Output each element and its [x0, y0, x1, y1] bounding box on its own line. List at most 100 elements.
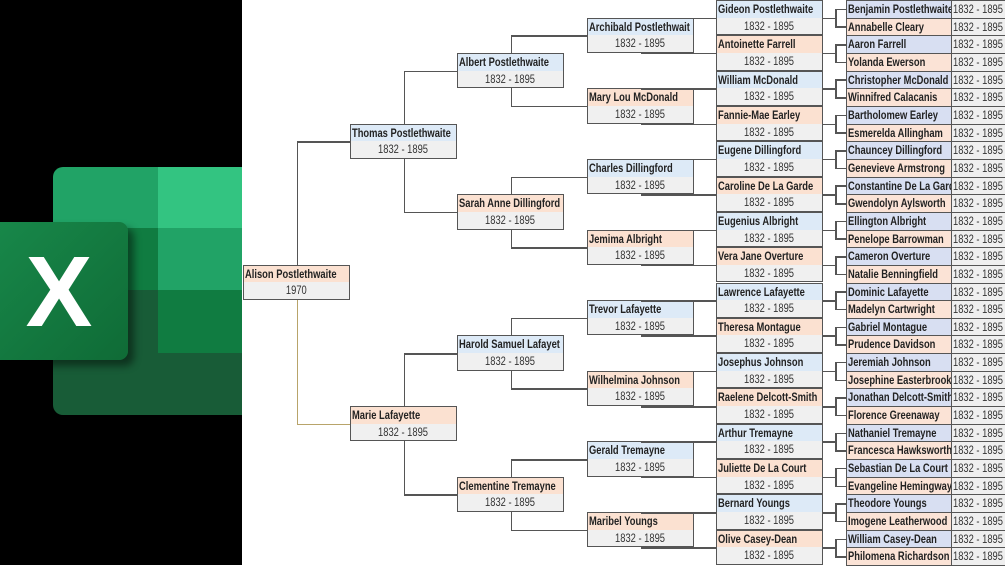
person-name-cell[interactable]: Gwendolyn Aylsworth [846, 194, 952, 213]
person-box[interactable]: Maribel Youngs 1832 - 1895 [587, 512, 694, 548]
person-box[interactable]: Charles Dillingford 1832 - 1895 [587, 158, 694, 195]
years-text: 1832 - 1895 [744, 407, 795, 422]
connector-line [640, 158, 716, 161]
years-text: 1832 - 1895 [744, 53, 795, 68]
person-name-cell[interactable]: Christopher McDonald [846, 70, 952, 90]
years-text: 1832 - 1895 [953, 514, 1003, 529]
years-text: 1832 - 1895 [744, 442, 795, 457]
years-text: 1832 - 1895 [953, 160, 1003, 175]
person-box[interactable]: Theresa Montague 1832 - 1895 [716, 317, 823, 354]
person-box[interactable]: Mary Lou McDonald 1832 - 1895 [587, 88, 694, 124]
person-name-cell[interactable]: Theodore Youngs [846, 494, 952, 514]
person-name-cell[interactable]: Dominic Lafayette [846, 282, 952, 302]
person-name-cell[interactable]: Gabriel Montague [846, 317, 952, 337]
person-box[interactable]: Alison Postlethwaite 1970 [243, 264, 350, 301]
person-box[interactable]: Clementine Tremayne 1832 - 1895 [457, 476, 564, 513]
person-name-cell[interactable]: Winnifred Calacanis [846, 88, 952, 107]
connector-line [823, 52, 835, 55]
person-name-cell[interactable]: Florence Greenaway [846, 406, 952, 425]
person-box[interactable]: Jemima Albright 1832 - 1895 [587, 229, 694, 265]
connector-line [835, 538, 846, 541]
person-name-cell[interactable]: Evangeline Hemingway [846, 476, 952, 496]
person-name-cell[interactable]: Natalie Benningfield [846, 264, 952, 284]
person-name-cell[interactable]: Chauncey Dillingford [846, 141, 952, 160]
person-name: Sarah Anne Dillingford [458, 195, 563, 212]
person-name-cell[interactable]: Yolanda Ewerson [846, 52, 952, 72]
person-name-cell[interactable]: Annabelle Cleary [846, 17, 952, 37]
family-tree: Alison Postlethwaite 1970 Thomas Postlethw… [242, 0, 1005, 566]
person-box[interactable]: Eugenius Albright 1832 - 1895 [716, 211, 823, 248]
person-box[interactable]: Sarah Anne Dillingford 1832 - 1895 [457, 194, 564, 230]
person-box[interactable]: Trevor Lafayette 1832 - 1895 [587, 300, 694, 336]
person-box[interactable]: Caroline De La Garde 1832 - 1895 [716, 176, 823, 212]
connector-line [835, 26, 846, 28]
years-text: 1832 - 1895 [485, 495, 536, 510]
person-name: Juliette De La Court [717, 460, 822, 477]
person-name-cell[interactable]: Constantine De La Garde [846, 176, 952, 196]
person-box[interactable]: Raelene Delcott-Smith 1832 - 1895 [716, 388, 823, 424]
person-name-cell[interactable]: Sebastian De La Court [846, 459, 952, 478]
person-box[interactable]: Harold Samuel Lafayet 1832 - 1895 [457, 335, 564, 371]
years-text: 1832 - 1895 [485, 71, 536, 86]
person-box[interactable]: Antoinette Farrell 1832 - 1895 [716, 35, 823, 71]
connector-line [835, 308, 846, 311]
person-box[interactable]: Eugene Dillingford 1832 - 1895 [716, 141, 823, 177]
connector-line [823, 476, 835, 479]
person-box[interactable]: Juliette De La Court 1832 - 1895 [716, 459, 823, 495]
person-name-cell[interactable]: Aaron Farrell [846, 35, 952, 54]
person-box[interactable]: Gideon Postlethwaite 1832 - 1895 [716, 0, 823, 36]
years-text: 1832 - 1895 [615, 460, 666, 475]
person-box[interactable]: Arthur Tremayne 1832 - 1895 [716, 423, 823, 460]
person-box[interactable]: Fannie-Mae Earley 1832 - 1895 [716, 105, 823, 142]
person-name-cell[interactable]: Esmerelda Allingham [846, 123, 952, 143]
person-years: 1832 - 1895 [588, 388, 693, 405]
person-name-cell[interactable]: William Casey-Dean [846, 529, 952, 549]
name-text: Nathaniel Tremayne [848, 425, 937, 440]
years-text: 1832 - 1895 [953, 54, 1003, 69]
person-name-cell[interactable]: Jonathan Delcott-Smith [846, 388, 952, 408]
person-box[interactable]: Albert Postlethwaite 1832 - 1895 [457, 52, 564, 89]
name-text: Olive Casey-Dean [718, 531, 798, 546]
person-name-cell[interactable]: Nathaniel Tremayne [846, 423, 952, 443]
person-box[interactable]: Archibald Postlethwait 1832 - 1895 [587, 17, 694, 53]
years-text: 1832 - 1895 [744, 548, 795, 563]
person-name-cell[interactable]: Josephine Easterbrook [846, 370, 952, 390]
person-box[interactable]: Marie Lafayette 1832 - 1895 [350, 406, 457, 442]
person-name-cell[interactable]: Bartholomew Earley [846, 105, 952, 125]
person-name-cell[interactable]: Penelope Barrowman [846, 229, 952, 249]
person-box[interactable]: Lawrence Lafayette 1832 - 1895 [716, 282, 823, 318]
name-text: Sarah Anne Dillingford [459, 196, 561, 211]
person-box[interactable]: Wilhelmina Johnson 1832 - 1895 [587, 370, 694, 407]
person-years-cell: 1832 - 1895 [951, 211, 1005, 231]
person-box[interactable]: Bernard Youngs 1832 - 1895 [716, 494, 823, 530]
person-box[interactable]: Olive Casey-Dean 1832 - 1895 [716, 529, 823, 565]
person-years: 1832 - 1895 [717, 230, 822, 247]
person-name-cell[interactable]: Prudence Davidson [846, 335, 952, 355]
name-text: Ellington Albright [848, 213, 927, 228]
years-text: 1832 - 1895 [744, 159, 795, 174]
person-box[interactable]: Gerald Tremayne 1832 - 1895 [587, 441, 694, 477]
connector-line [823, 370, 835, 373]
years-text: 1970 [286, 283, 307, 298]
person-name-cell[interactable]: Jeremiah Johnson [846, 353, 952, 372]
name-text: Winnifred Calacanis [848, 90, 938, 105]
name-text: Theodore Youngs [848, 496, 927, 511]
person-name-cell[interactable]: Benjamin Postlethwaite [846, 0, 952, 19]
person-years: 1832 - 1895 [717, 371, 822, 388]
connector-line [823, 123, 835, 126]
person-name-cell[interactable]: Genevieve Armstrong [846, 158, 952, 178]
connector-line [403, 353, 405, 407]
person-name-cell[interactable]: Imogene Leatherwood [846, 512, 952, 531]
person-box[interactable]: Thomas Postlethwaite 1832 - 1895 [350, 123, 457, 159]
person-name-cell[interactable]: Cameron Overture [846, 247, 952, 266]
connector-line [510, 529, 587, 532]
person-name-cell[interactable]: Madelyn Cartwright [846, 300, 952, 319]
person-box[interactable]: William McDonald 1832 - 1895 [716, 70, 823, 106]
person-name-cell[interactable]: Philomena Richardson [846, 547, 952, 566]
person-box[interactable]: Vera Jane Overture 1832 - 1895 [716, 247, 823, 283]
person-name-cell[interactable]: Francesca Hawksworth [846, 441, 952, 461]
person-name: Gerald Tremayne [588, 442, 693, 460]
years-text: 1832 - 1895 [953, 178, 1003, 193]
person-box[interactable]: Josephus Johnson 1832 - 1895 [716, 353, 823, 389]
person-name-cell[interactable]: Ellington Albright [846, 211, 952, 231]
